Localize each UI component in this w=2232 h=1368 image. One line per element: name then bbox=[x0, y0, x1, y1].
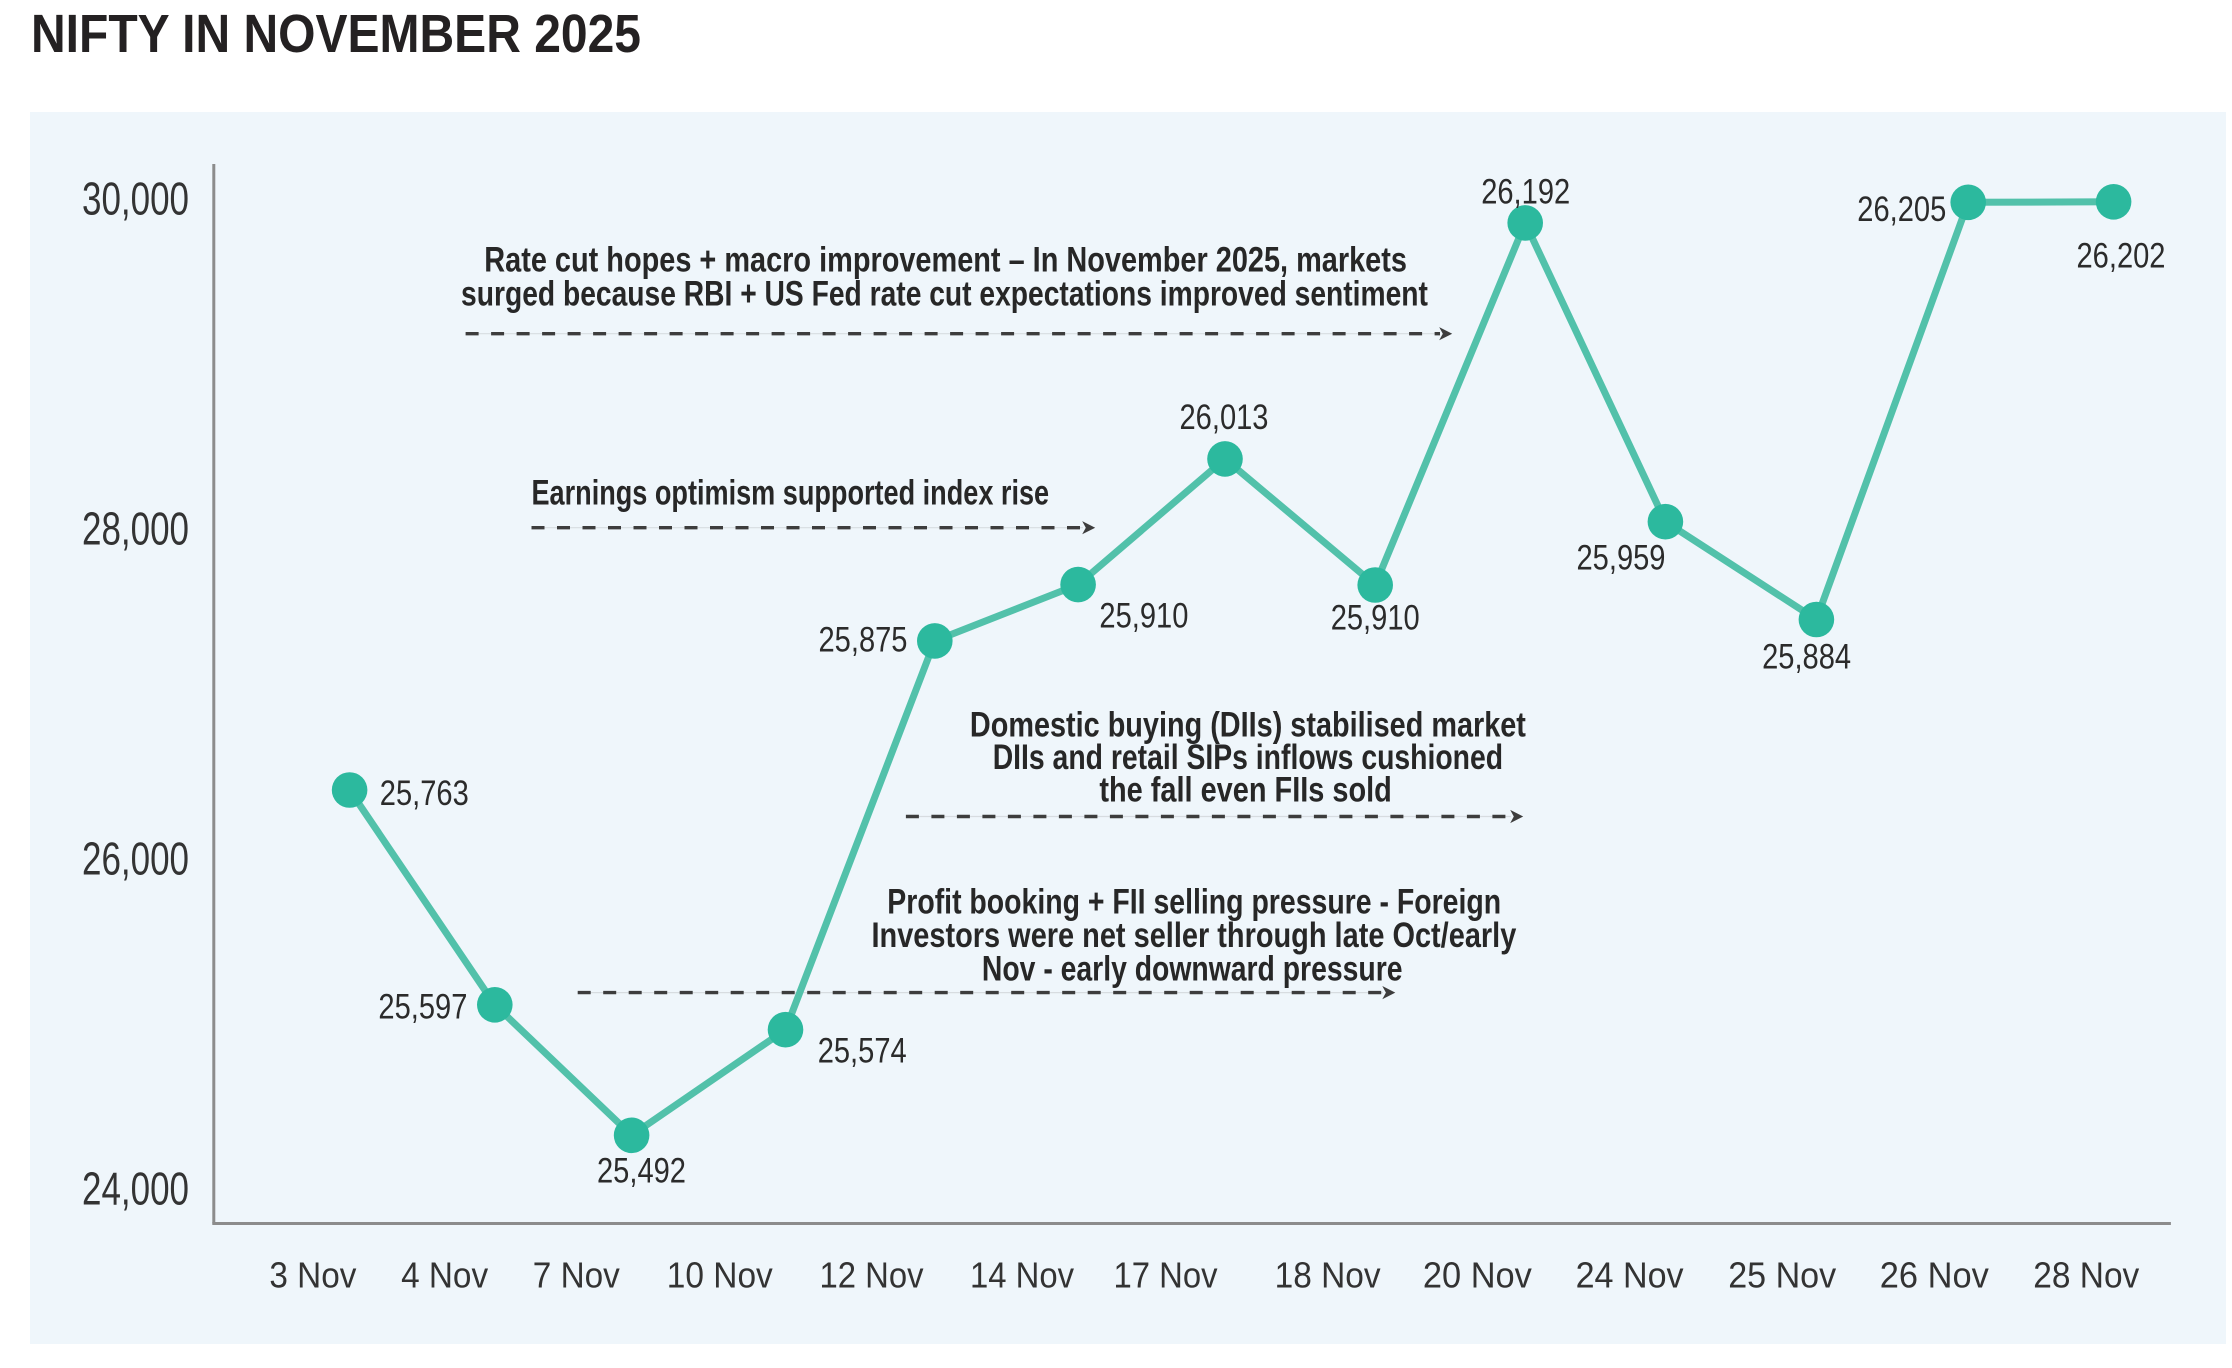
svg-text:25,884: 25,884 bbox=[1762, 638, 1851, 677]
svg-text:24,000: 24,000 bbox=[82, 1163, 189, 1215]
svg-text:24 Nov: 24 Nov bbox=[1576, 1255, 1684, 1296]
svg-text:Earnings optimism supported in: Earnings optimism supported index rise bbox=[532, 473, 1050, 512]
svg-text:NIFTY IN NOVEMBER 2025: NIFTY IN NOVEMBER 2025 bbox=[31, 4, 641, 64]
svg-text:25,910: 25,910 bbox=[1099, 597, 1188, 636]
svg-text:17 Nov: 17 Nov bbox=[1114, 1255, 1218, 1296]
svg-text:26,013: 26,013 bbox=[1180, 398, 1269, 437]
svg-text:25,763: 25,763 bbox=[380, 774, 469, 813]
svg-text:14 Nov: 14 Nov bbox=[970, 1255, 1074, 1296]
svg-text:26,192: 26,192 bbox=[1481, 173, 1570, 212]
svg-text:7 Nov: 7 Nov bbox=[533, 1255, 620, 1296]
svg-text:26 Nov: 26 Nov bbox=[1880, 1255, 1989, 1296]
svg-text:Profit booking + FII selling p: Profit booking + FII selling pressure - … bbox=[887, 882, 1501, 921]
svg-text:DIIs and retail SIPs inflows c: DIIs and retail SIPs inflows cushioned bbox=[993, 738, 1503, 777]
svg-text:3 Nov: 3 Nov bbox=[269, 1255, 356, 1296]
svg-text:25,574: 25,574 bbox=[818, 1032, 907, 1071]
svg-text:Investors were net seller thro: Investors were net seller through late O… bbox=[872, 916, 1517, 955]
svg-text:26,000: 26,000 bbox=[82, 833, 189, 885]
svg-text:25,875: 25,875 bbox=[819, 621, 908, 660]
svg-text:25,910: 25,910 bbox=[1331, 599, 1420, 638]
svg-text:26,202: 26,202 bbox=[2077, 237, 2166, 276]
svg-text:18 Nov: 18 Nov bbox=[1275, 1255, 1381, 1296]
svg-text:30,000: 30,000 bbox=[82, 173, 189, 225]
svg-text:28 Nov: 28 Nov bbox=[2033, 1255, 2139, 1296]
svg-text:12 Nov: 12 Nov bbox=[820, 1255, 924, 1296]
svg-text:surged because RBI + US Fed ra: surged because RBI + US Fed rate cut exp… bbox=[461, 275, 1428, 314]
svg-text:Domestic buying (DIIs) stabili: Domestic buying (DIIs) stabilised market bbox=[970, 706, 1526, 745]
svg-text:Rate cut hopes + macro improve: Rate cut hopes + macro improvement – In … bbox=[484, 240, 1407, 279]
svg-text:25,959: 25,959 bbox=[1577, 538, 1666, 577]
svg-text:Nov - early downward pressure: Nov - early downward pressure bbox=[982, 949, 1403, 988]
svg-text:4 Nov: 4 Nov bbox=[401, 1255, 488, 1296]
svg-text:10 Nov: 10 Nov bbox=[667, 1255, 773, 1296]
svg-text:20 Nov: 20 Nov bbox=[1423, 1255, 1532, 1296]
svg-text:the fall even FIIs sold: the fall even FIIs sold bbox=[1099, 771, 1392, 810]
svg-text:25 Nov: 25 Nov bbox=[1728, 1255, 1836, 1296]
svg-text:26,205: 26,205 bbox=[1857, 190, 1946, 229]
svg-text:25,597: 25,597 bbox=[378, 988, 467, 1027]
svg-text:28,000: 28,000 bbox=[82, 503, 189, 555]
svg-text:25,492: 25,492 bbox=[597, 1151, 686, 1190]
